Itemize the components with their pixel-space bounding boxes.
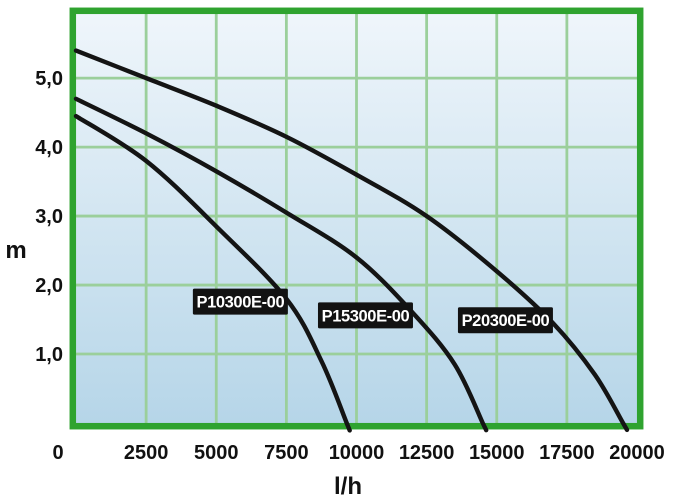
x-tick-label: 0 <box>52 442 63 464</box>
series-label-P20300E-00: P20300E-00 <box>457 307 553 334</box>
curve-P15300E-00 <box>73 96 489 433</box>
y-tick-label: 2,0 <box>35 275 63 297</box>
x-tick-label: 15000 <box>469 442 525 464</box>
series-label-text: P20300E-00 <box>462 312 550 330</box>
y-tick-label: 4,0 <box>35 137 63 159</box>
curve-P10300E-00 <box>73 113 352 433</box>
series-label-box <box>317 302 413 329</box>
y-tick-label: 5,0 <box>35 68 63 90</box>
x-axis-unit-label: l/h <box>334 473 362 500</box>
series-label-text: P10300E-00 <box>196 294 284 312</box>
x-tick-label: 10000 <box>329 442 385 464</box>
x-tick-label: 12500 <box>399 442 455 464</box>
y-tick-label: 3,0 <box>35 206 63 228</box>
series-label-box <box>192 288 288 315</box>
x-tick-label: 17500 <box>539 442 595 464</box>
series-label-text: P15300E-00 <box>322 307 410 325</box>
y-axis-unit-label: m <box>5 237 26 264</box>
y-tick-label: 1,0 <box>35 344 63 366</box>
curve-P20300E-00 <box>73 48 630 433</box>
x-tick-label: 7500 <box>264 442 309 464</box>
plot-frame <box>69 7 644 430</box>
x-tick-label: 20000 <box>609 442 665 464</box>
series-label-box <box>457 307 553 334</box>
x-tick-label: 5000 <box>194 442 239 464</box>
series-label-P10300E-00: P10300E-00 <box>192 288 288 315</box>
x-tick-label: 2500 <box>124 442 169 464</box>
series-label-P15300E-00: P15300E-00 <box>317 302 413 329</box>
